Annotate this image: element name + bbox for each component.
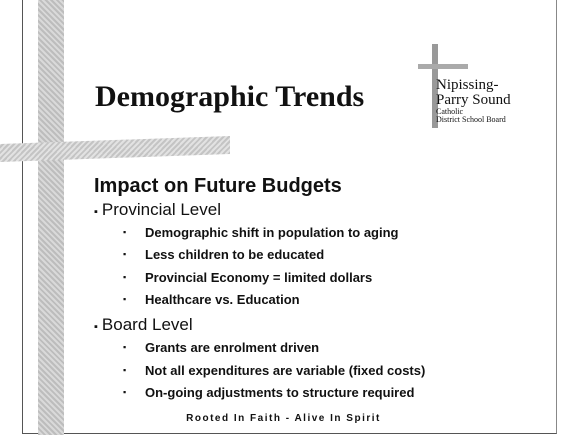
bullet-item: Less children to be educated <box>145 247 324 262</box>
logo-line: District School Board <box>436 116 511 124</box>
heading: Impact on Future Budgets <box>94 175 342 198</box>
slide-title: Demographic Trends <box>95 80 364 114</box>
logo-bar <box>418 64 468 69</box>
bullet-item: Provincial Economy = limited dollars <box>145 270 372 285</box>
bullet-item: Demographic shift in population to aging <box>145 225 399 240</box>
section-label: Board Level <box>94 315 193 335</box>
logo-line: Parry Sound <box>436 93 511 108</box>
bullet-item: On-going adjustments to structure requir… <box>145 385 414 400</box>
page: Demographic Trends Nipissing-Parry Sound… <box>0 0 567 435</box>
bullet-item: Grants are enrolment driven <box>145 340 319 355</box>
cross-stripe <box>38 0 64 435</box>
bullet-item: Healthcare vs. Education <box>145 292 300 307</box>
bullet-item: Not all expenditures are variable (fixed… <box>145 363 425 378</box>
section-label: Provincial Level <box>94 200 221 220</box>
footer: Rooted In Faith - Alive In Spirit <box>0 413 567 424</box>
logo-line: Nipissing- <box>436 78 511 93</box>
